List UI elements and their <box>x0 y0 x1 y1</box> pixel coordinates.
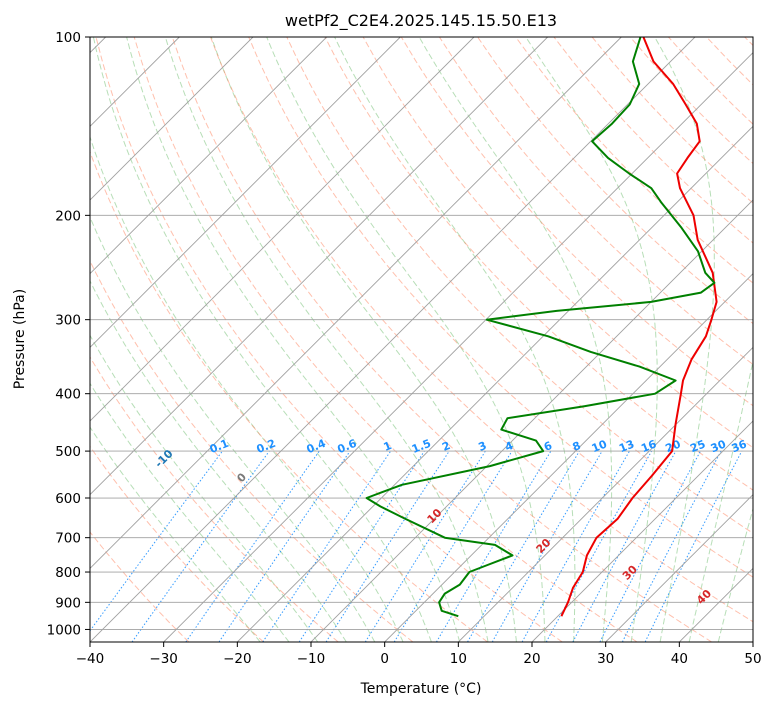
mixing-ratio-label: 3 <box>476 439 488 454</box>
dry-adiabat-line <box>210 37 753 623</box>
dry-adiabat-line <box>90 445 264 642</box>
y-tick-label: 700 <box>55 531 81 547</box>
isotherm-line <box>605 494 753 642</box>
y-tick-label: 300 <box>55 313 81 329</box>
isotherm-line <box>90 37 254 201</box>
isotherm-line <box>90 37 475 422</box>
isotherm-line <box>90 37 327 275</box>
mixing-ratio-label: 25 <box>688 438 707 456</box>
y-tick-label: 1000 <box>47 622 81 638</box>
y-axis-label: Pressure (hPa) <box>12 289 28 389</box>
dry-adiabat-line <box>95 37 563 642</box>
isotherm-line <box>163 52 753 642</box>
moist-adiabat-line <box>90 215 376 642</box>
mixing-ratio-line <box>185 450 320 642</box>
mixing-ratio-line <box>218 450 351 642</box>
moist-adiabat-line <box>90 382 290 642</box>
dry-adiabat-line <box>515 37 753 284</box>
sounding-profiles <box>365 37 718 618</box>
moist-adiabat-line <box>266 37 546 642</box>
plot-background <box>90 37 753 642</box>
moist-adiabat-line <box>90 426 261 642</box>
temperature-profile-line <box>560 37 718 617</box>
y-tick-label: 400 <box>55 387 81 403</box>
mixing-ratio-label: 8 <box>571 439 583 454</box>
mixing-ratio-line <box>298 450 425 642</box>
mixing-ratio-line <box>262 450 392 642</box>
moist-adiabat-line <box>126 37 461 642</box>
y-tick-label: 900 <box>55 595 81 611</box>
x-tick-label: −10 <box>297 651 326 667</box>
x-tick-label: 10 <box>450 651 467 667</box>
dry-adiabat-line <box>400 37 753 407</box>
moist-adiabat-line <box>418 37 613 642</box>
mixing-ratio-label: 1 <box>382 439 394 454</box>
dry-adiabat-line <box>133 37 638 642</box>
x-tick-label: −20 <box>223 651 252 667</box>
x-tick-label: 30 <box>597 651 614 667</box>
mixing-ratio-line <box>90 450 223 632</box>
isotherm-line <box>458 346 753 642</box>
plot-frame <box>89 36 754 643</box>
x-tick-label: −40 <box>76 651 105 667</box>
y-tick-label: 100 <box>55 30 81 46</box>
mixing-ratio-label: 10 <box>590 437 609 455</box>
isotherm-line <box>90 37 548 496</box>
x-tick-label: 0 <box>380 651 389 667</box>
isotherm-line <box>384 273 753 642</box>
mixing-ratio-line <box>621 450 722 642</box>
y-tick-label: 200 <box>55 208 81 224</box>
mixing-ratio-line <box>325 450 450 642</box>
mixing-ratio-label: 30 <box>709 437 728 455</box>
x-tick-label: 40 <box>671 651 688 667</box>
moist-adiabat-line <box>525 37 658 642</box>
y-tick-label: 800 <box>55 565 81 581</box>
mixing-ratio-line <box>364 450 486 642</box>
chart-title: wetPf2_C2E4.2025.145.15.50.E13 <box>285 11 557 31</box>
mixing-ratio-label: 2 <box>440 439 452 454</box>
x-tick-label: 20 <box>523 651 540 667</box>
mixing-ratio-line <box>131 450 270 642</box>
dry-adiabat-line <box>171 37 712 642</box>
pressure-gridlines <box>90 37 753 630</box>
mixing-ratio-line <box>435 450 552 642</box>
mixing-ratio-line <box>599 450 701 642</box>
mixing-ratio-line <box>644 450 743 642</box>
isotherm-line <box>90 37 401 348</box>
dry-adiabat-line <box>438 37 753 366</box>
isotherm-line <box>90 37 622 569</box>
mixing-ratio-lines <box>90 450 743 642</box>
dry-adiabat-line <box>90 150 488 642</box>
isotherm-line <box>90 37 696 642</box>
isotherm-line <box>310 199 753 642</box>
x-tick-label: −30 <box>149 651 178 667</box>
moist-adiabat-line <box>334 37 576 642</box>
y-axis-ticks: 100 200 300 400 500 600 700 800 900 1000 <box>47 30 90 638</box>
dewpoint-profile-line <box>365 37 716 618</box>
moist-adiabat-line <box>688 358 753 642</box>
y-tick-label: 500 <box>55 444 81 460</box>
moist-adiabat-line <box>90 135 404 642</box>
dry-adiabat-line <box>248 37 753 578</box>
mixing-ratio-line <box>572 450 677 642</box>
mixing-ratio-line <box>521 450 630 642</box>
x-axis-label: Temperature (°C) <box>360 681 482 697</box>
x-axis-ticks: −40 −30 −20 −10 0 10 20 30 40 50 <box>76 642 762 667</box>
moist-adiabat-line <box>90 334 319 642</box>
y-tick-label: 600 <box>55 491 81 507</box>
mixing-ratio-line <box>545 450 653 642</box>
isotherm-line <box>237 125 753 642</box>
moist-adiabat-line <box>92 37 432 642</box>
isotherms <box>90 37 753 642</box>
x-tick-label: 50 <box>744 651 761 667</box>
mixing-ratio-label: 16 <box>639 437 658 455</box>
dry-adiabats <box>90 37 753 642</box>
isotherm-line <box>531 420 753 642</box>
moist-adiabat-line <box>210 37 517 642</box>
dry-adiabat-line <box>90 531 190 642</box>
mixing-ratio-line <box>393 450 513 642</box>
mixing-ratio-label: 36 <box>730 437 749 455</box>
mixing-ratio-label: 13 <box>617 438 636 456</box>
